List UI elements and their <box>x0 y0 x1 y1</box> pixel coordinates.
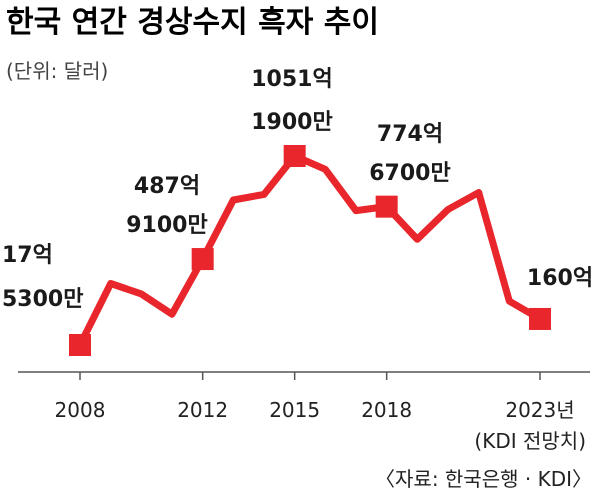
data-label: 487억 <box>134 174 200 199</box>
data-marker <box>529 307 551 330</box>
data-label: 6700만 <box>369 161 450 186</box>
data-label: 5300만 <box>2 287 83 312</box>
series-line <box>76 152 544 349</box>
series-line-group <box>76 152 544 349</box>
source-note: 〈자료: 한국은행 · KDI〉 <box>375 467 592 491</box>
forecast-note: (KDI 전망치) <box>474 429 586 453</box>
data-label: 9100만 <box>126 213 207 238</box>
x-tick-label: 2023년 <box>505 398 574 422</box>
data-markers <box>69 145 551 356</box>
x-tick-label: 2012 <box>177 398 228 422</box>
data-marker <box>283 145 306 167</box>
data-label: 1900만 <box>251 110 332 135</box>
data-label: 1051억 <box>251 67 332 92</box>
data-label: 17억 <box>2 243 53 268</box>
chart-title: 한국 연간 경상수지 흑자 추이 <box>6 5 379 40</box>
x-tick-label: 2008 <box>55 398 106 422</box>
data-label: 160억 <box>527 266 593 291</box>
x-tick-label: 2015 <box>269 398 320 422</box>
data-marker <box>191 248 214 271</box>
data-marker <box>69 334 91 356</box>
unit-label: (단위: 달러) <box>6 59 108 83</box>
data-label: 774억 <box>377 122 443 147</box>
data-labels: 17억 5300만 487억 9100만 1051억 1900만 774억 6700만 160억 <box>2 67 593 312</box>
x-axis-ticks: 2008 2012 2015 2018 2023년 <box>55 372 575 422</box>
data-marker <box>375 195 398 218</box>
x-tick-label: 2018 <box>361 398 412 422</box>
